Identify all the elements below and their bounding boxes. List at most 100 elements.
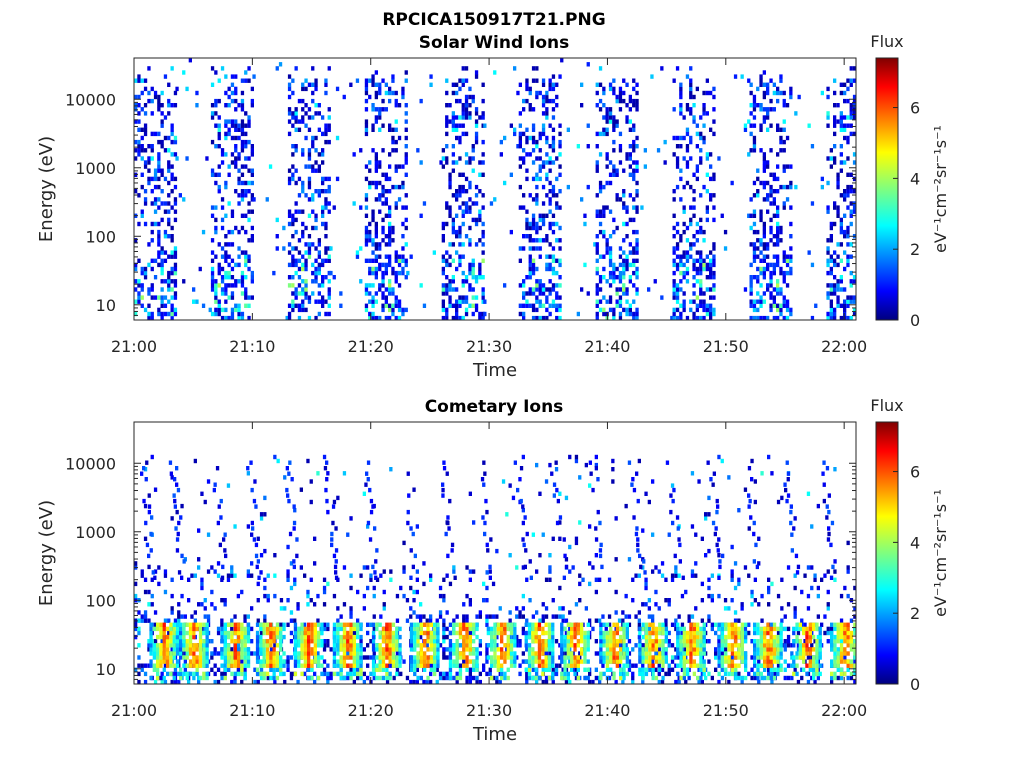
heatmap-cell [381, 201, 385, 206]
heatmap-cell [210, 82, 215, 87]
heatmap-cell [234, 148, 238, 153]
heatmap-cell [134, 593, 138, 599]
heatmap-cell [699, 262, 703, 268]
heatmap-cell [170, 279, 174, 284]
heatmap-cell [578, 598, 582, 603]
heatmap-cell [272, 671, 276, 677]
heatmap-cell [203, 626, 207, 632]
heatmap-cell [313, 643, 317, 648]
heatmap-cell [259, 512, 264, 517]
heatmap-cell [707, 495, 711, 501]
heatmap-cell [205, 675, 209, 681]
heatmap-cell [153, 487, 158, 492]
heatmap-cell [185, 655, 189, 660]
heatmap-cell [294, 270, 298, 276]
heatmap-cell [294, 144, 298, 149]
heatmap-cell [294, 258, 298, 263]
heatmap-cell [230, 651, 234, 656]
heatmap-cell [535, 221, 539, 227]
heatmap-cell [137, 103, 141, 108]
heatmap-cell [167, 193, 171, 198]
heatmap-cell [607, 622, 612, 627]
heatmap-cell [170, 577, 174, 582]
heatmap-cell [737, 508, 741, 513]
heatmap-cell [230, 663, 234, 668]
heatmap-cell [156, 675, 160, 681]
heatmap-cell [846, 172, 850, 177]
heatmap-cell [448, 581, 453, 587]
heatmap-cell [226, 577, 231, 582]
heatmap-cell [598, 213, 603, 218]
heatmap-cell [782, 184, 786, 190]
heatmap-cell [488, 614, 492, 619]
heatmap-cell [605, 238, 609, 243]
heatmap-cell [352, 201, 356, 206]
heatmap-cell [227, 229, 231, 235]
heatmap-cell [364, 176, 369, 182]
heatmap-cell [394, 127, 398, 132]
heatmap-cell [752, 139, 757, 145]
heatmap-cell [605, 180, 609, 186]
heatmap-cell [461, 115, 465, 120]
heatmap-cell [518, 111, 522, 116]
heatmap-cell [776, 152, 780, 157]
heatmap-cell [404, 144, 408, 149]
heatmap-cell [525, 671, 529, 677]
heatmap-cell [625, 234, 629, 239]
heatmap-cell [555, 193, 559, 198]
heatmap-cell [602, 205, 606, 210]
heatmap-cell [803, 639, 807, 644]
heatmap-cell [692, 266, 696, 272]
heatmap-cell [220, 266, 225, 272]
heatmap-cell [558, 238, 562, 243]
heatmap-cell [752, 213, 757, 218]
heatmap-cell [388, 291, 392, 296]
heatmap-cell [833, 315, 837, 321]
heatmap-cell [485, 598, 489, 603]
heatmap-cell [544, 675, 549, 681]
heatmap-cell [143, 679, 148, 685]
heatmap-cell [632, 168, 636, 173]
heatmap-cell [140, 573, 144, 578]
heatmap-cell [230, 618, 234, 623]
heatmap-cell [263, 614, 267, 619]
heatmap-cell [378, 90, 382, 96]
heatmap-cell [404, 193, 408, 198]
heatmap-cell [163, 618, 168, 623]
heatmap-cell [759, 82, 763, 87]
heatmap-cell [134, 103, 138, 108]
heatmap-cell [371, 283, 375, 288]
heatmap-cell [712, 176, 716, 182]
heatmap-cell [265, 659, 270, 664]
heatmap-cell [391, 270, 395, 276]
heatmap-cell [602, 131, 606, 137]
heatmap-cell [355, 254, 360, 259]
heatmap-cell [707, 671, 711, 677]
heatmap-cell [495, 634, 499, 640]
heatmap-cell [622, 291, 626, 296]
heatmap-cell [839, 287, 843, 292]
heatmap-cell [227, 127, 231, 132]
heatmap-cell [699, 303, 703, 308]
heatmap-cell [143, 618, 148, 623]
heatmap-cell [405, 598, 410, 603]
heatmap-cell [355, 250, 360, 255]
heatmap-cell [756, 176, 760, 182]
heatmap-cell [535, 144, 539, 149]
heatmap-cell [152, 647, 156, 652]
heatmap-cell [378, 315, 382, 321]
heatmap-cell [230, 242, 235, 247]
heatmap-cell [134, 634, 138, 640]
heatmap-cell [220, 152, 225, 157]
heatmap-cell [595, 193, 599, 198]
heatmap-cell [598, 98, 603, 104]
heatmap-cell [525, 299, 529, 304]
heatmap-cell [682, 291, 686, 296]
heatmap-cell [618, 98, 623, 104]
heatmap-cell [445, 626, 449, 632]
heatmap-cell [554, 671, 559, 677]
heatmap-cell [685, 160, 690, 165]
heatmap-cell [150, 593, 154, 599]
heatmap-cell [311, 225, 315, 231]
heatmap-cell [705, 111, 709, 116]
